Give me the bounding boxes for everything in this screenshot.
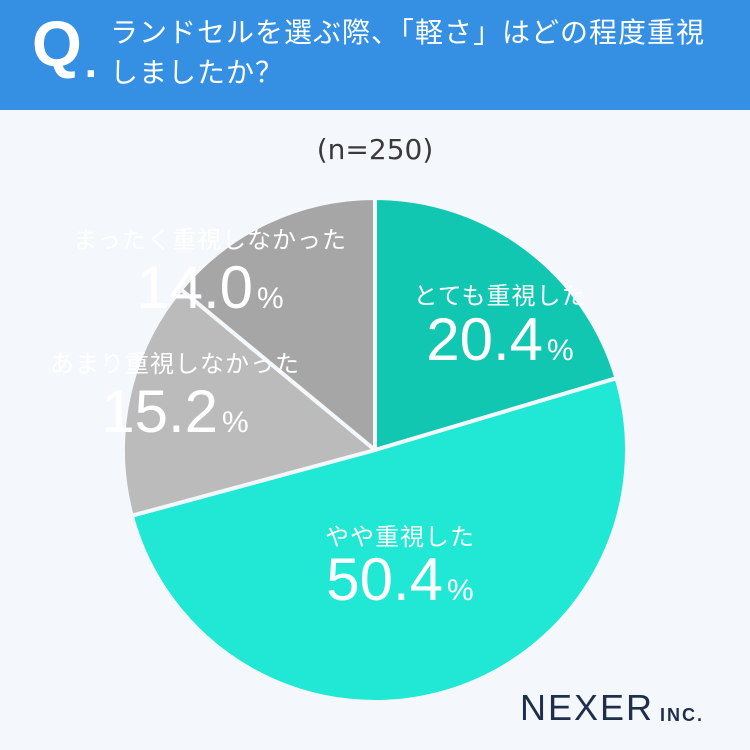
brand-logo-suffix: INC. (660, 705, 704, 725)
slice-label: とても重視した (413, 282, 586, 310)
slice-label: まったく重視しなかった (73, 226, 347, 254)
slice-value-label: 50.4% (326, 546, 473, 613)
q-dot: . (84, 45, 98, 86)
pie-slice (373, 196, 619, 452)
slice-value-label: 15.2% (101, 378, 248, 445)
slice-value-label: 20.4% (426, 306, 573, 373)
sample-size: (n=250) (316, 133, 434, 166)
slice-label: やや重視した (325, 523, 475, 551)
q-letter: Q (32, 8, 82, 80)
pie-slice (129, 376, 629, 705)
slice-value-label: 14.0% (136, 254, 283, 321)
question-text: ランドセルを選ぶ際、「軽さ」はどの程度重視しましたか？ (110, 16, 706, 89)
brand-logo: NEXER (520, 687, 655, 728)
pie-slice (121, 287, 377, 518)
question-header: Q . ランドセルを選ぶ際、「軽さ」はどの程度重視しましたか？ (0, 0, 750, 110)
pie-slice (178, 196, 377, 452)
slice-label: あまり重視しなかった (50, 350, 300, 378)
